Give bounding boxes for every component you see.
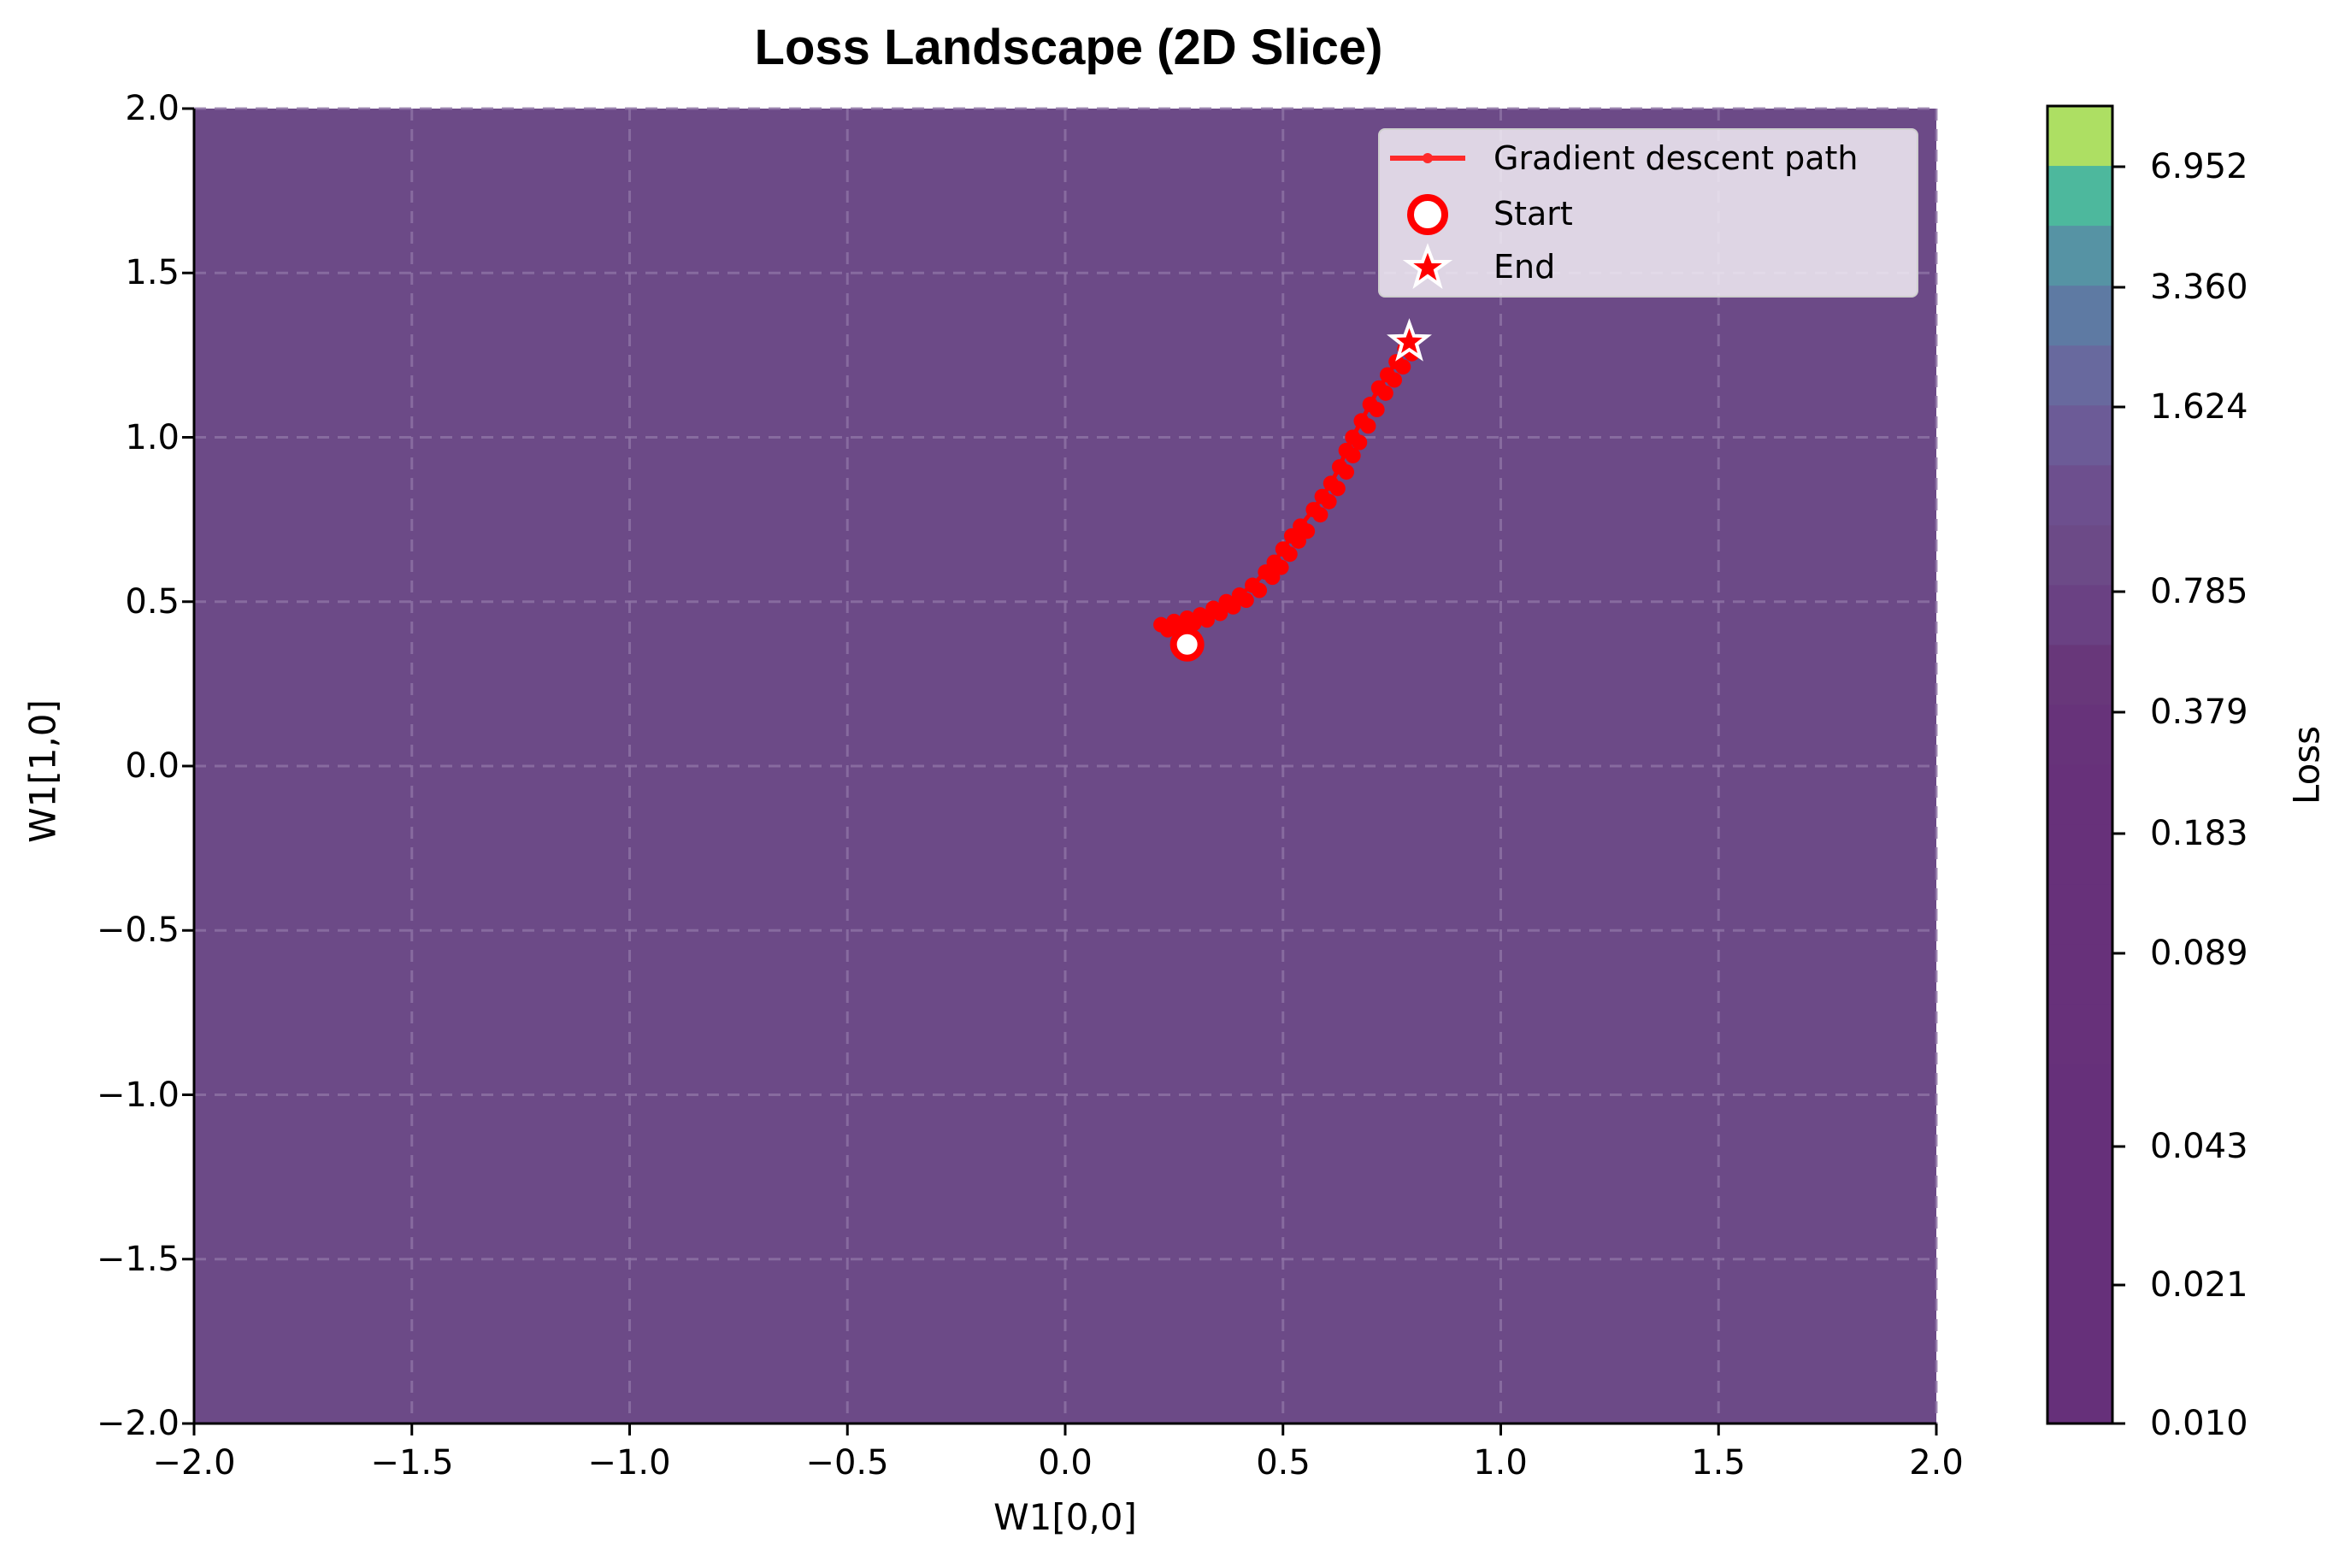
colorbar-tick-label: 0.089	[2150, 934, 2248, 973]
colorbar-frame	[2046, 104, 2114, 1425]
x-tick-label: 1.0	[1473, 1443, 1528, 1483]
y-tick-label: −2.0	[96, 1404, 180, 1443]
legend-item-end: End	[1380, 241, 1917, 292]
x-tick-label: 1.5	[1691, 1443, 1746, 1483]
colorbar-tick-label: 1.624	[2150, 387, 2248, 427]
colorbar-tick-label: 0.010	[2150, 1404, 2248, 1443]
end-star-marker	[1387, 318, 1432, 362]
y-tick-label: 0.0	[125, 746, 180, 786]
x-tick-label: 2.0	[1909, 1443, 1964, 1483]
x-tick-label: −2.0	[152, 1443, 236, 1483]
y-tick-label: 1.5	[125, 253, 180, 292]
colorbar-tick-label: 0.379	[2150, 693, 2248, 732]
colorbar-tick-label: 0.021	[2150, 1265, 2248, 1305]
colorbar-bands	[2047, 106, 2112, 1424]
start-marker	[1169, 627, 1205, 662]
y-tick-label: 2.0	[125, 89, 180, 128]
y-tick-label: −0.5	[96, 911, 180, 950]
x-tick-label: −1.0	[587, 1443, 671, 1483]
legend-item-start: Start	[1380, 188, 1917, 239]
x-axis-label: W1[0,0]	[993, 1496, 1137, 1538]
legend: Gradient descent path Start End	[1378, 128, 1918, 298]
x-tick-label: 0.5	[1256, 1443, 1311, 1483]
grid-lines	[192, 107, 1938, 1425]
y-axis-label: W1[1,0]	[21, 699, 64, 843]
legend-label: Gradient descent path	[1493, 139, 1859, 177]
axis-ticks	[182, 107, 1938, 1435]
y-tick-label: −1.5	[96, 1240, 180, 1279]
colorbar-tick-label: 0.785	[2150, 572, 2248, 611]
x-tick-label: −0.5	[805, 1443, 889, 1483]
colorbar-label: Loss	[2285, 725, 2328, 805]
legend-label: End	[1493, 248, 1556, 286]
legend-item-path: Gradient descent path	[1380, 133, 1917, 184]
gradient-descent-markers	[1153, 340, 1420, 638]
star-marker-icon	[1402, 243, 1453, 289]
line-marker-icon	[1390, 153, 1465, 163]
colorbar-tick-label: 3.360	[2150, 268, 2248, 307]
x-tick-label: 0.0	[1038, 1443, 1093, 1483]
circle-marker-icon	[1407, 194, 1448, 235]
colorbar-tick-label: 0.183	[2150, 814, 2248, 853]
chart-title: Loss Landscape (2D Slice)	[754, 20, 1383, 75]
colorbar-tick-label: 6.952	[2150, 147, 2248, 186]
colorbar-tick-label: 0.043	[2150, 1127, 2248, 1166]
y-tick-label: 0.5	[125, 582, 180, 622]
colorbar-ticks	[2112, 165, 2125, 1425]
x-tick-label: −1.5	[370, 1443, 454, 1483]
legend-label: Start	[1493, 195, 1573, 233]
y-tick-label: 1.0	[125, 418, 180, 457]
y-tick-label: −1.0	[96, 1076, 180, 1115]
